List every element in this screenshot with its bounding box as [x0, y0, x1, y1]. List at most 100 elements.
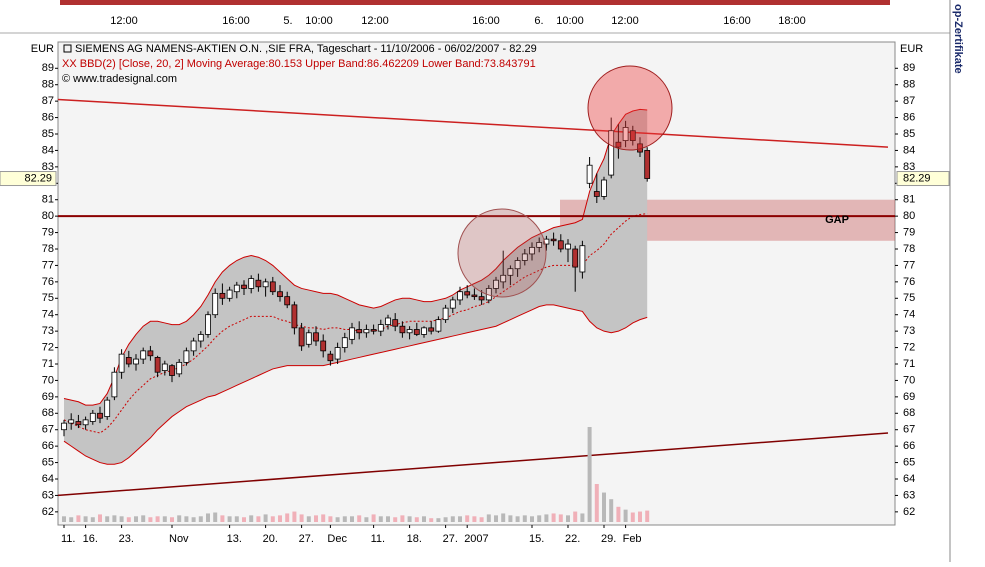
volume-bar — [436, 518, 441, 522]
candle-body — [565, 243, 571, 250]
y-tick-label: 71 — [903, 358, 915, 370]
candle-body — [97, 412, 103, 419]
intraday-label: 12:00 — [611, 15, 639, 27]
candle-body — [82, 419, 89, 426]
candle-body — [183, 350, 190, 363]
y-tick-label: 83 — [903, 161, 915, 173]
candle-body — [449, 299, 456, 309]
candle-body — [622, 127, 629, 141]
candle-body — [255, 279, 262, 288]
volume-bar — [242, 517, 246, 522]
volume-bar — [126, 517, 131, 522]
candle-body — [507, 268, 514, 276]
volume-bar — [566, 515, 570, 522]
x-tick-label: 20. — [263, 533, 278, 545]
volume-bar — [494, 515, 498, 522]
y-tick-label: 81 — [42, 194, 54, 206]
volume-bar — [616, 506, 621, 522]
volume-bar — [508, 515, 513, 522]
volume-bar — [191, 517, 196, 522]
y-tick-label: 68 — [42, 407, 54, 419]
candle-body — [406, 329, 413, 334]
y-tick-label: 87 — [42, 95, 54, 107]
volume-bar — [306, 516, 311, 522]
candle-body — [529, 246, 535, 255]
volume-bar — [587, 427, 592, 522]
upper-band — [63, 108, 648, 406]
candle-body — [68, 419, 75, 424]
y-tick-label: 75 — [42, 292, 54, 304]
source: © www.tradesignal.com — [62, 73, 177, 85]
candle-body — [89, 412, 96, 422]
candle-body — [442, 307, 449, 321]
x-tick-label: 13. — [227, 533, 242, 545]
candle-body — [370, 329, 377, 332]
y-tick-label: 77 — [42, 259, 54, 271]
volume-bar — [400, 515, 405, 522]
volume-bar — [314, 515, 318, 522]
candle-body — [327, 353, 334, 362]
y-tick-label: 78 — [42, 243, 54, 255]
candle-body — [269, 281, 276, 293]
volume-bar — [630, 512, 635, 522]
volume-bar — [285, 513, 290, 522]
volume-bar — [450, 516, 455, 522]
intraday-label: 12:00 — [110, 15, 138, 27]
volume-bar — [90, 517, 95, 522]
intraday-label: 16:00 — [472, 15, 500, 27]
y-tick-label: 84 — [903, 144, 915, 156]
y-tick-label: 63 — [903, 489, 915, 501]
candle-body — [550, 238, 557, 242]
candle-body — [205, 314, 211, 335]
volume-bar — [364, 517, 369, 522]
y-tick-label: 78 — [903, 243, 915, 255]
candle-body — [320, 340, 327, 352]
chart-title: SIEMENS AG NAMENS-AKTIEN O.N. ,SIE FRA, … — [75, 43, 537, 55]
volume-bar — [292, 511, 297, 522]
last-price-box — [0, 171, 57, 187]
y-tick-label: 74 — [903, 309, 915, 321]
y-tick-label: 89 — [903, 62, 915, 74]
volume-bar — [537, 515, 542, 522]
volume-bar — [263, 514, 268, 522]
candle-body — [305, 332, 312, 345]
y-tick-label: 80 — [903, 210, 915, 222]
currency-left: EUR — [31, 43, 54, 55]
intraday-label: 10:00 — [305, 15, 333, 27]
x-tick-label: Feb — [623, 533, 642, 545]
y-tick-label: 76 — [42, 276, 54, 288]
x-tick-label: 11. — [61, 533, 75, 545]
volume-bar — [234, 516, 239, 522]
candle-body — [514, 260, 521, 270]
x-tick-label: 27. — [299, 533, 314, 545]
volume-bar — [69, 517, 74, 522]
volume-bar — [98, 514, 102, 522]
candle-body — [521, 253, 528, 261]
volume-bar — [501, 513, 506, 522]
intraday-label: 16:00 — [222, 15, 250, 27]
volume-bar — [414, 517, 419, 522]
volume-bar — [198, 516, 203, 522]
candle-body — [349, 327, 355, 340]
y-tick-label: 80 — [42, 210, 54, 222]
volume-bar — [148, 517, 153, 522]
volume-bar — [386, 516, 390, 522]
volume-bar — [407, 516, 412, 522]
volume-bar — [357, 515, 362, 522]
highlight-circle — [457, 208, 547, 298]
volume-bar — [328, 516, 333, 522]
y-tick-label: 88 — [42, 79, 54, 91]
candle-body — [161, 363, 168, 371]
candle-body — [464, 291, 471, 296]
volume-bar — [594, 484, 599, 522]
candle-body — [356, 329, 363, 334]
candle-body — [457, 291, 463, 301]
y-tick-label: 64 — [903, 473, 915, 485]
y-tick-label: 65 — [903, 456, 915, 468]
candle-body — [399, 325, 406, 334]
candle-body — [277, 291, 283, 298]
icon — [63, 44, 72, 53]
volume-bar — [184, 516, 189, 522]
candle-body — [190, 340, 197, 352]
volume-bar — [544, 514, 549, 522]
